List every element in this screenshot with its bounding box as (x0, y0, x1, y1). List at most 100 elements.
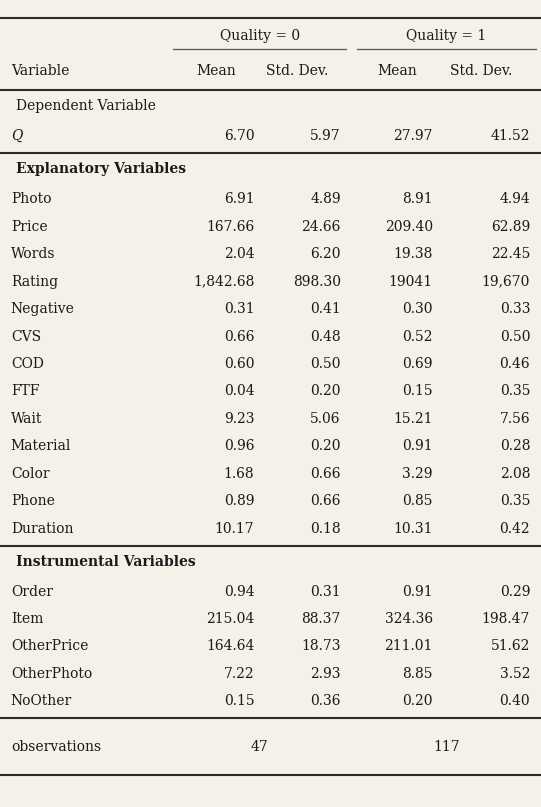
Text: 0.15: 0.15 (402, 384, 433, 399)
Text: 0.96: 0.96 (224, 439, 254, 454)
Text: Mean: Mean (196, 64, 236, 78)
Text: 1,842.68: 1,842.68 (193, 274, 254, 289)
Text: 5.97: 5.97 (310, 128, 341, 143)
Text: 0.04: 0.04 (223, 384, 254, 399)
Text: Explanatory Variables: Explanatory Variables (16, 162, 186, 177)
Text: COD: COD (11, 357, 44, 371)
Text: Negative: Negative (11, 302, 75, 316)
Text: 2.93: 2.93 (311, 667, 341, 681)
Text: NoOther: NoOther (11, 694, 72, 709)
Text: 898.30: 898.30 (293, 274, 341, 289)
Text: 8.91: 8.91 (402, 192, 433, 207)
Text: 19041: 19041 (388, 274, 433, 289)
Text: 0.48: 0.48 (310, 329, 341, 344)
Text: 47: 47 (251, 740, 268, 755)
Text: 5.06: 5.06 (311, 412, 341, 426)
Text: 164.64: 164.64 (206, 639, 254, 654)
Text: Variable: Variable (11, 64, 69, 78)
Text: 6.20: 6.20 (311, 247, 341, 261)
Text: 0.46: 0.46 (499, 357, 530, 371)
Text: 8.85: 8.85 (403, 667, 433, 681)
Text: 0.66: 0.66 (311, 466, 341, 481)
Text: CVS: CVS (11, 329, 41, 344)
Text: 4.89: 4.89 (310, 192, 341, 207)
Text: FTF: FTF (11, 384, 39, 399)
Text: 10.31: 10.31 (393, 521, 433, 536)
Text: 7.22: 7.22 (223, 667, 254, 681)
Text: Std. Dev.: Std. Dev. (450, 64, 513, 78)
Text: 15.21: 15.21 (393, 412, 433, 426)
Text: 0.31: 0.31 (223, 302, 254, 316)
Text: 0.91: 0.91 (402, 439, 433, 454)
Text: Dependent Variable: Dependent Variable (16, 98, 156, 113)
Text: 0.66: 0.66 (224, 329, 254, 344)
Text: 41.52: 41.52 (491, 128, 530, 143)
Text: Item: Item (11, 612, 43, 626)
Text: 211.01: 211.01 (385, 639, 433, 654)
Text: 7.56: 7.56 (499, 412, 530, 426)
Text: 3.52: 3.52 (500, 667, 530, 681)
Text: Mean: Mean (378, 64, 418, 78)
Text: 0.28: 0.28 (500, 439, 530, 454)
Text: observations: observations (11, 740, 101, 755)
Text: 0.50: 0.50 (500, 329, 530, 344)
Text: 0.42: 0.42 (499, 521, 530, 536)
Text: Photo: Photo (11, 192, 51, 207)
Text: 0.60: 0.60 (224, 357, 254, 371)
Text: 0.31: 0.31 (310, 584, 341, 599)
Text: 10.17: 10.17 (215, 521, 254, 536)
Text: 0.66: 0.66 (311, 494, 341, 508)
Text: Quality = 0: Quality = 0 (220, 29, 300, 44)
Text: Phone: Phone (11, 494, 55, 508)
Text: Std. Dev.: Std. Dev. (266, 64, 329, 78)
Text: 51.62: 51.62 (491, 639, 530, 654)
Text: Instrumental Variables: Instrumental Variables (16, 554, 196, 569)
Text: 27.97: 27.97 (393, 128, 433, 143)
Text: 0.20: 0.20 (311, 439, 341, 454)
Text: 198.47: 198.47 (482, 612, 530, 626)
Text: 0.85: 0.85 (403, 494, 433, 508)
Text: 0.94: 0.94 (223, 584, 254, 599)
Text: Material: Material (11, 439, 71, 454)
Text: 62.89: 62.89 (491, 220, 530, 234)
Text: Quality = 1: Quality = 1 (406, 29, 486, 44)
Text: 88.37: 88.37 (301, 612, 341, 626)
Text: 0.29: 0.29 (500, 584, 530, 599)
Text: 215.04: 215.04 (206, 612, 254, 626)
Text: 209.40: 209.40 (385, 220, 433, 234)
Text: 22.45: 22.45 (491, 247, 530, 261)
Text: 0.15: 0.15 (223, 694, 254, 709)
Text: Duration: Duration (11, 521, 74, 536)
Text: OtherPrice: OtherPrice (11, 639, 88, 654)
Text: 19,670: 19,670 (482, 274, 530, 289)
Text: 3.29: 3.29 (403, 466, 433, 481)
Text: Order: Order (11, 584, 53, 599)
Text: 324.36: 324.36 (385, 612, 433, 626)
Text: Wait: Wait (11, 412, 42, 426)
Text: 4.94: 4.94 (499, 192, 530, 207)
Text: 24.66: 24.66 (301, 220, 341, 234)
Text: OtherPhoto: OtherPhoto (11, 667, 92, 681)
Text: 0.35: 0.35 (500, 384, 530, 399)
Text: 2.08: 2.08 (500, 466, 530, 481)
Text: 0.35: 0.35 (500, 494, 530, 508)
Text: 0.52: 0.52 (403, 329, 433, 344)
Text: 2.04: 2.04 (223, 247, 254, 261)
Text: 0.20: 0.20 (403, 694, 433, 709)
Text: 167.66: 167.66 (206, 220, 254, 234)
Text: 0.69: 0.69 (403, 357, 433, 371)
Text: 117: 117 (433, 740, 460, 755)
Text: 9.23: 9.23 (224, 412, 254, 426)
Text: Words: Words (11, 247, 55, 261)
Text: 0.18: 0.18 (310, 521, 341, 536)
Text: 0.30: 0.30 (403, 302, 433, 316)
Text: 6.70: 6.70 (223, 128, 254, 143)
Text: 18.73: 18.73 (301, 639, 341, 654)
Text: 0.40: 0.40 (499, 694, 530, 709)
Text: 6.91: 6.91 (223, 192, 254, 207)
Text: 0.91: 0.91 (402, 584, 433, 599)
Text: 0.41: 0.41 (310, 302, 341, 316)
Text: 0.20: 0.20 (311, 384, 341, 399)
Text: 0.33: 0.33 (500, 302, 530, 316)
Text: 0.89: 0.89 (224, 494, 254, 508)
